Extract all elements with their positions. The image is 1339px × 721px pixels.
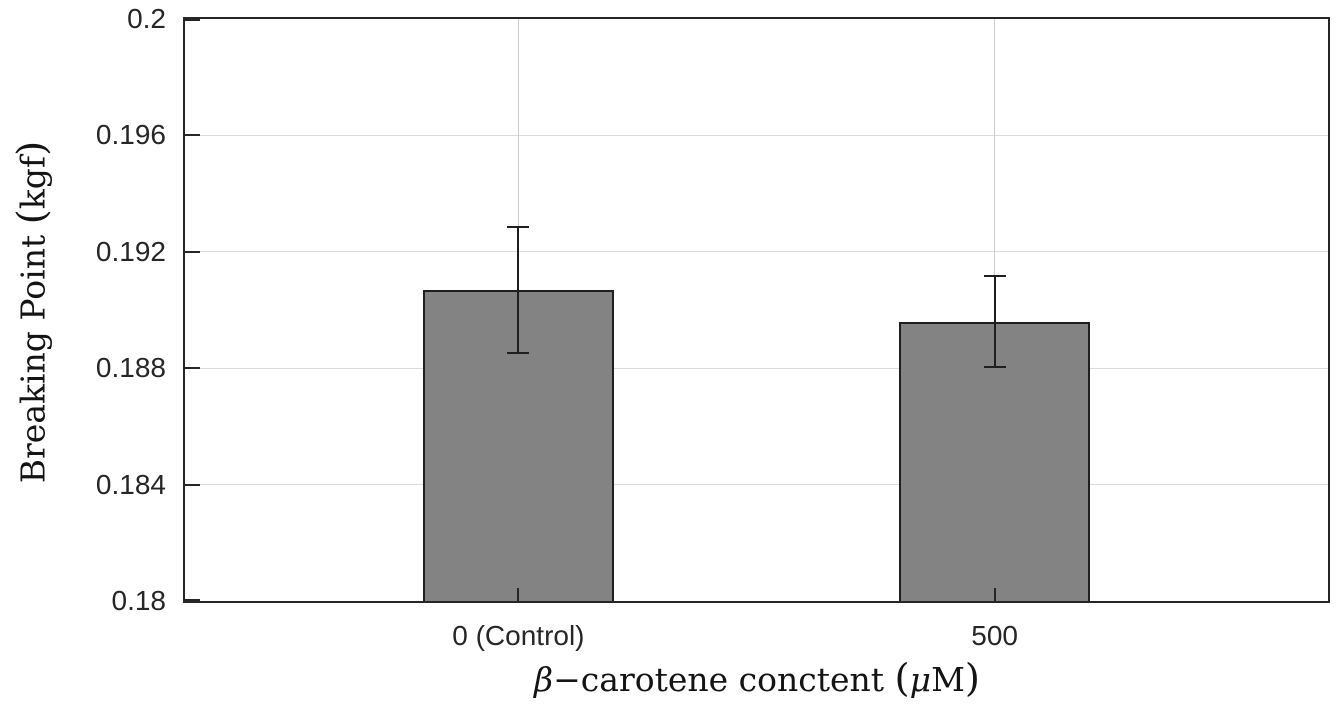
x-axis-label-mu: μ: [909, 660, 932, 699]
x-axis-label-text: −carotene conctent: [553, 660, 895, 699]
error-bar-top-cap: [983, 275, 1006, 278]
y-gridline: [185, 134, 1328, 136]
y-gridline: [185, 367, 1328, 369]
y-tick-mark: [185, 250, 200, 253]
error-bar-bottom-cap: [983, 366, 1006, 369]
y-tick-label: 0.196: [95, 119, 166, 151]
error-bar-top-cap: [507, 225, 530, 228]
x-tick-label: 0 (Control): [452, 620, 585, 651]
y-tick-label: 0.188: [95, 352, 166, 384]
x-axis-label-beta: β: [534, 660, 554, 699]
x-tick-mark: [993, 588, 996, 601]
x-tick-mark: [517, 588, 520, 601]
y-axis-label: Breaking Point (kgf): [10, 141, 55, 483]
x-axis-label: β−carotene conctent (μM): [534, 656, 980, 701]
error-bar-line: [993, 275, 996, 369]
y-tick-label: 0.184: [95, 468, 166, 500]
y-tick-mark: [185, 367, 200, 370]
y-tick-mark: [185, 599, 200, 601]
y-axis-label-open-paren: (: [9, 209, 55, 225]
x-axis-label-unit: M: [931, 660, 965, 699]
x-tick-label: 500: [971, 620, 1018, 651]
y-axis-label-unit: kgf: [13, 155, 53, 210]
y-gridline: [185, 251, 1328, 253]
y-tick-mark: [185, 483, 200, 486]
y-tick-label: 0.18: [111, 585, 167, 616]
y-gridline: [185, 484, 1328, 486]
plot-area: [183, 17, 1330, 603]
x-axis-label-close-paren: ): [964, 656, 980, 701]
x-axis-label-open-paren: (: [894, 656, 910, 701]
error-bar-line: [517, 225, 520, 354]
y-tick-label: 0.192: [95, 235, 166, 267]
y-tick-label: 0.2: [127, 3, 166, 34]
y-axis-label-close-paren: ): [9, 140, 55, 156]
y-tick-mark: [185, 19, 200, 21]
y-axis-label-text: Breaking Point: [13, 224, 53, 484]
y-tick-mark: [185, 134, 200, 137]
error-bar-bottom-cap: [507, 351, 530, 354]
